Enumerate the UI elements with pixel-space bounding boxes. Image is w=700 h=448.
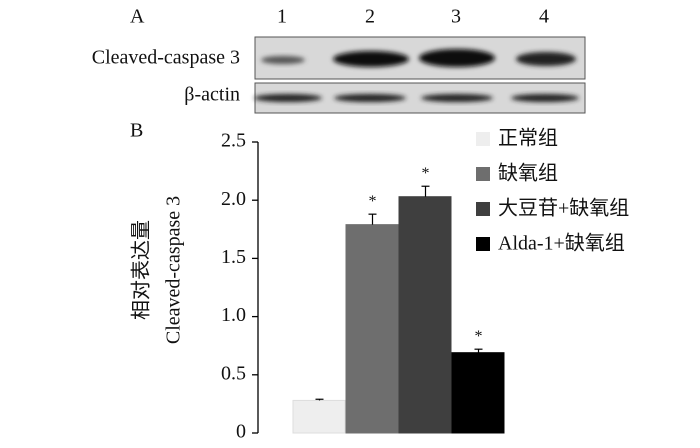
band	[419, 49, 495, 67]
legend-label: 缺氧组	[498, 162, 558, 185]
legend-swatch	[476, 202, 490, 216]
legend-swatch	[476, 237, 490, 251]
blot-row-label: β-actin	[184, 84, 240, 106]
y-tick-label: 1.5	[221, 246, 246, 268]
lane-label: 1	[277, 6, 287, 28]
y-tick-label: 2.5	[221, 130, 246, 152]
lane-label: 2	[365, 6, 375, 28]
panel-label: A	[130, 6, 145, 28]
band	[421, 94, 493, 102]
legend-swatch	[476, 167, 490, 181]
y-tick-label: 0.5	[221, 362, 246, 384]
band	[511, 94, 579, 102]
band	[516, 52, 576, 66]
band	[333, 51, 409, 67]
significance-marker: *	[369, 193, 377, 210]
legend-label: 大豆苷+缺氧组	[498, 197, 629, 220]
band	[261, 56, 305, 64]
band	[334, 94, 406, 102]
y-tick-label: 2.0	[221, 188, 246, 210]
lane-label: 4	[539, 6, 549, 28]
blot-row-label: Cleaved-caspase 3	[92, 47, 240, 69]
band	[254, 94, 322, 102]
blot-panel	[254, 36, 586, 114]
panel-label: B	[130, 120, 143, 142]
significance-marker: *	[422, 165, 430, 182]
y-tick-label: 0	[236, 421, 246, 443]
y-axis-label: 相对表达量	[130, 220, 153, 320]
lane-label: 3	[451, 6, 461, 28]
legend-swatch	[476, 132, 490, 146]
bar	[398, 196, 452, 434]
significance-marker: *	[475, 328, 483, 345]
bar	[451, 352, 505, 434]
legend-label: 正常组	[498, 127, 558, 150]
y-tick-label: 1.0	[221, 304, 246, 326]
bar	[292, 399, 346, 434]
bar	[345, 224, 399, 434]
y-axis-label: Cleaved-caspase 3	[163, 196, 185, 344]
legend-label: Alda-1+缺氧组	[498, 232, 625, 255]
